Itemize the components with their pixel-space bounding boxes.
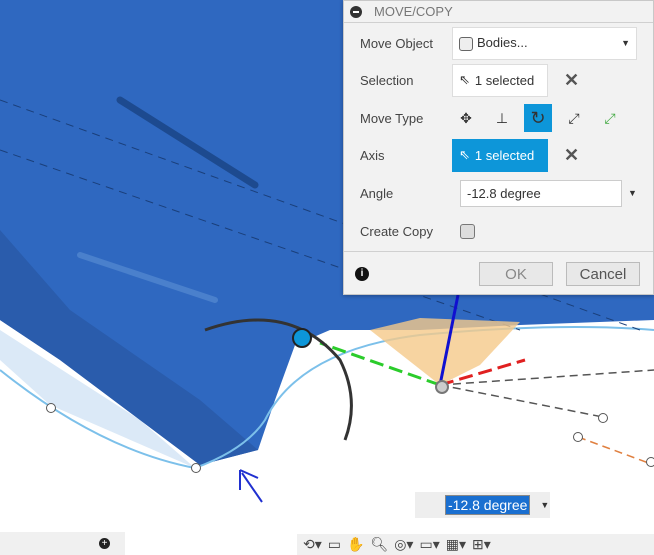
- move-object-label: Move Object: [360, 35, 433, 51]
- navigation-toolbar: ⟲▾ ▭ ✋ 🔍︎ ◎▾ ▭▾ ▦▾ ⊞▾: [297, 534, 654, 555]
- move-object-dropdown[interactable]: Bodies... ▼: [452, 26, 637, 60]
- light-face: [0, 330, 195, 468]
- point-to-position-icon[interactable]: ⤢: [604, 109, 616, 126]
- fit-icon[interactable]: ◎▾: [394, 536, 414, 552]
- annotation-arrow: [239, 469, 263, 503]
- chevron-down-icon[interactable]: ▼: [628, 188, 637, 198]
- dialog-title: MOVE/COPY: [374, 4, 453, 19]
- angle-label: Angle: [360, 185, 394, 201]
- axis-field[interactable]: ⇖ 1 selected: [452, 138, 548, 172]
- look-at-icon[interactable]: ▭: [327, 536, 341, 552]
- dialog-header[interactable]: MOVE/COPY: [344, 1, 653, 23]
- selection-label: Selection: [360, 72, 414, 88]
- display-settings-icon[interactable]: ▭▾: [419, 536, 440, 552]
- clear-selection-icon[interactable]: ✕: [564, 69, 580, 90]
- translate-icon[interactable]: ⊥: [495, 109, 509, 126]
- collapse-icon[interactable]: [350, 5, 362, 18]
- viewport-angle-input[interactable]: -12.8 degree ▼: [415, 492, 550, 518]
- cursor-icon: ⇖: [459, 147, 470, 162]
- browser-bar: +: [0, 532, 125, 555]
- move-copy-dialog: MOVE/COPY Move Object Bodies... ▼ Selecti…: [343, 0, 654, 295]
- viewports-icon[interactable]: ⊞▾: [472, 536, 491, 552]
- body-icon: [459, 36, 473, 51]
- point-to-point-icon[interactable]: ⤢: [568, 109, 580, 126]
- rotate-handle: [292, 328, 312, 348]
- add-icon[interactable]: +: [99, 538, 110, 549]
- pan-icon[interactable]: ✋: [347, 536, 365, 552]
- rotate-icon[interactable]: ↻: [524, 104, 552, 132]
- angle-input[interactable]: -12.8 degree: [460, 179, 622, 207]
- info-icon[interactable]: i: [355, 267, 369, 281]
- angle-input-selected-text[interactable]: -12.8 degree: [445, 495, 531, 515]
- move-type-label: Move Type: [360, 110, 424, 126]
- cancel-button[interactable]: Cancel: [566, 262, 640, 286]
- zoom-icon[interactable]: 🔍︎: [370, 536, 389, 552]
- free-move-icon[interactable]: ✥: [460, 109, 472, 126]
- selection-value: 1 selected: [474, 72, 535, 88]
- create-copy-checkbox[interactable]: [460, 223, 475, 239]
- grid-icon[interactable]: ▦▾: [445, 536, 466, 552]
- create-copy-label: Create Copy: [360, 223, 433, 239]
- chevron-down-icon: ▼: [621, 38, 630, 48]
- move-object-value: Bodies...: [477, 35, 528, 51]
- cursor-icon: ⇖: [459, 72, 470, 87]
- ok-button[interactable]: OK: [479, 262, 553, 286]
- axis-label: Axis: [360, 147, 385, 163]
- orbit-icon[interactable]: ⟲▾: [303, 536, 322, 552]
- axis-value: 1 selected: [474, 147, 535, 163]
- clear-axis-icon[interactable]: ✕: [564, 144, 580, 165]
- selection-field[interactable]: ⇖ 1 selected: [452, 63, 548, 97]
- chevron-down-icon[interactable]: ▼: [540, 500, 550, 510]
- angle-value: -12.8 degree: [467, 185, 541, 201]
